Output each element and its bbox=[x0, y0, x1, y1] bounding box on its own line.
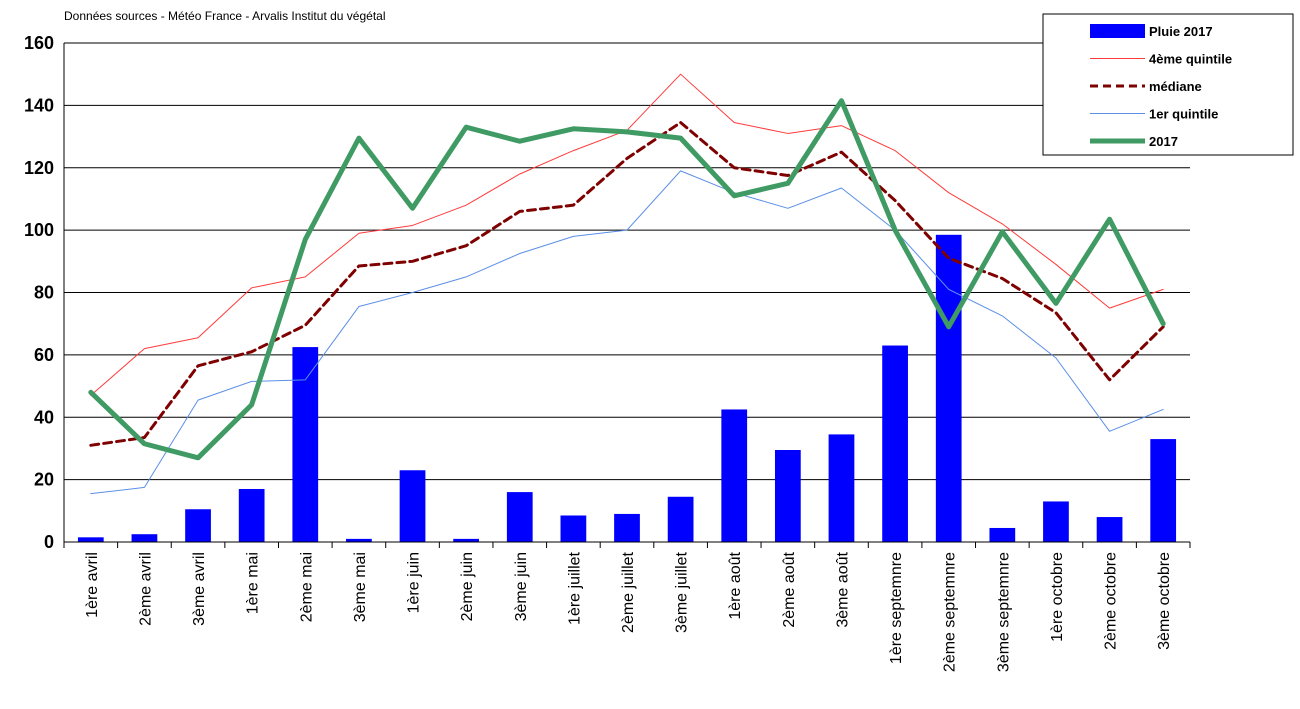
x-tick-label: 3ème octobre bbox=[1156, 552, 1173, 650]
y-tick-label: 120 bbox=[24, 158, 54, 178]
y-tick-label: 100 bbox=[24, 220, 54, 240]
legend-label: médiane bbox=[1149, 79, 1202, 94]
source-note: Données sources - Météo France - Arvalis… bbox=[64, 9, 386, 23]
legend-box bbox=[1042, 13, 1294, 156]
legend: Pluie 2017 4ème quintile médiane 1er quinti… bbox=[1042, 13, 1294, 156]
bar bbox=[721, 409, 748, 542]
y-tick-label: 20 bbox=[34, 470, 54, 490]
x-tick-label: 1ère octobre bbox=[1049, 552, 1066, 642]
bar bbox=[882, 345, 908, 542]
x-tick-label: 3ème septemnre bbox=[995, 552, 1012, 672]
bar bbox=[185, 509, 211, 542]
x-tick-label: 2ème avril bbox=[137, 552, 154, 626]
legend-label: Pluie 2017 bbox=[1149, 24, 1213, 39]
x-tick-label: 3ème mai bbox=[352, 552, 369, 622]
bar bbox=[935, 234, 962, 542]
x-tick-labels: 1ère avril 2ème avril 3ème avril 1ère mai 2è… bbox=[84, 551, 1173, 672]
y-tick-label: 0 bbox=[44, 532, 54, 552]
series-line bbox=[90, 170, 1164, 495]
legend-label: 4ème quintile bbox=[1149, 52, 1232, 67]
bars-layer bbox=[77, 234, 1177, 542]
y-tick-label: 80 bbox=[34, 283, 54, 303]
y-tick-label: 160 bbox=[24, 33, 54, 53]
bar bbox=[614, 513, 640, 542]
bar bbox=[1150, 439, 1177, 542]
x-tick-label: 3ème juillet bbox=[674, 551, 691, 632]
y-tick-label: 140 bbox=[24, 95, 54, 115]
y-tick-labels: 0 20 40 60 80 100 120 140 160 bbox=[24, 33, 54, 552]
bar bbox=[238, 488, 265, 542]
legend-label: 2017 bbox=[1149, 134, 1178, 149]
bar bbox=[399, 470, 426, 542]
x-tick-label: 1ère septemnre bbox=[888, 552, 905, 664]
bar bbox=[1096, 517, 1123, 542]
bar bbox=[667, 496, 694, 542]
bar bbox=[77, 537, 104, 542]
x-tick-label: 2ème mai bbox=[298, 552, 315, 622]
x-tick-label: 3ème avril bbox=[191, 552, 208, 626]
bar bbox=[774, 449, 801, 542]
bar bbox=[292, 347, 319, 542]
series-line bbox=[89, 121, 1165, 447]
x-tick-label: 1ère juin bbox=[406, 552, 423, 613]
bar bbox=[453, 538, 480, 542]
legend-swatch bbox=[1090, 24, 1145, 38]
x-tick-label: 2ème juillet bbox=[620, 551, 637, 632]
x-tick-label: 1ère avril bbox=[84, 552, 101, 618]
bar bbox=[506, 492, 533, 542]
axes bbox=[63, 43, 1191, 548]
x-tick-label: 3ème juin bbox=[513, 552, 530, 621]
x-tick-label: 1ère août bbox=[727, 551, 744, 619]
bar bbox=[131, 534, 158, 542]
series-line bbox=[88, 98, 1166, 461]
legend-label: 1er quintile bbox=[1149, 107, 1218, 122]
grid bbox=[64, 42, 1190, 481]
y-tick-label: 60 bbox=[34, 345, 54, 365]
bar bbox=[346, 538, 372, 542]
x-tick-label: 2ème septemnre bbox=[942, 552, 959, 672]
x-tick-label: 2ème août bbox=[781, 551, 798, 627]
y-tick-label: 40 bbox=[34, 407, 54, 427]
bar bbox=[1043, 501, 1069, 542]
bar bbox=[560, 515, 587, 542]
bar bbox=[828, 434, 855, 542]
x-tick-label: 1ère mai bbox=[245, 552, 262, 614]
bar bbox=[989, 527, 1016, 542]
x-tick-label: 1ère juillet bbox=[566, 551, 583, 624]
x-tick-label: 3ème août bbox=[834, 551, 851, 627]
x-tick-label: 2ème octobre bbox=[1103, 552, 1120, 650]
x-tick-label: 2ème juin bbox=[459, 552, 476, 621]
lines-layer bbox=[88, 73, 1166, 495]
